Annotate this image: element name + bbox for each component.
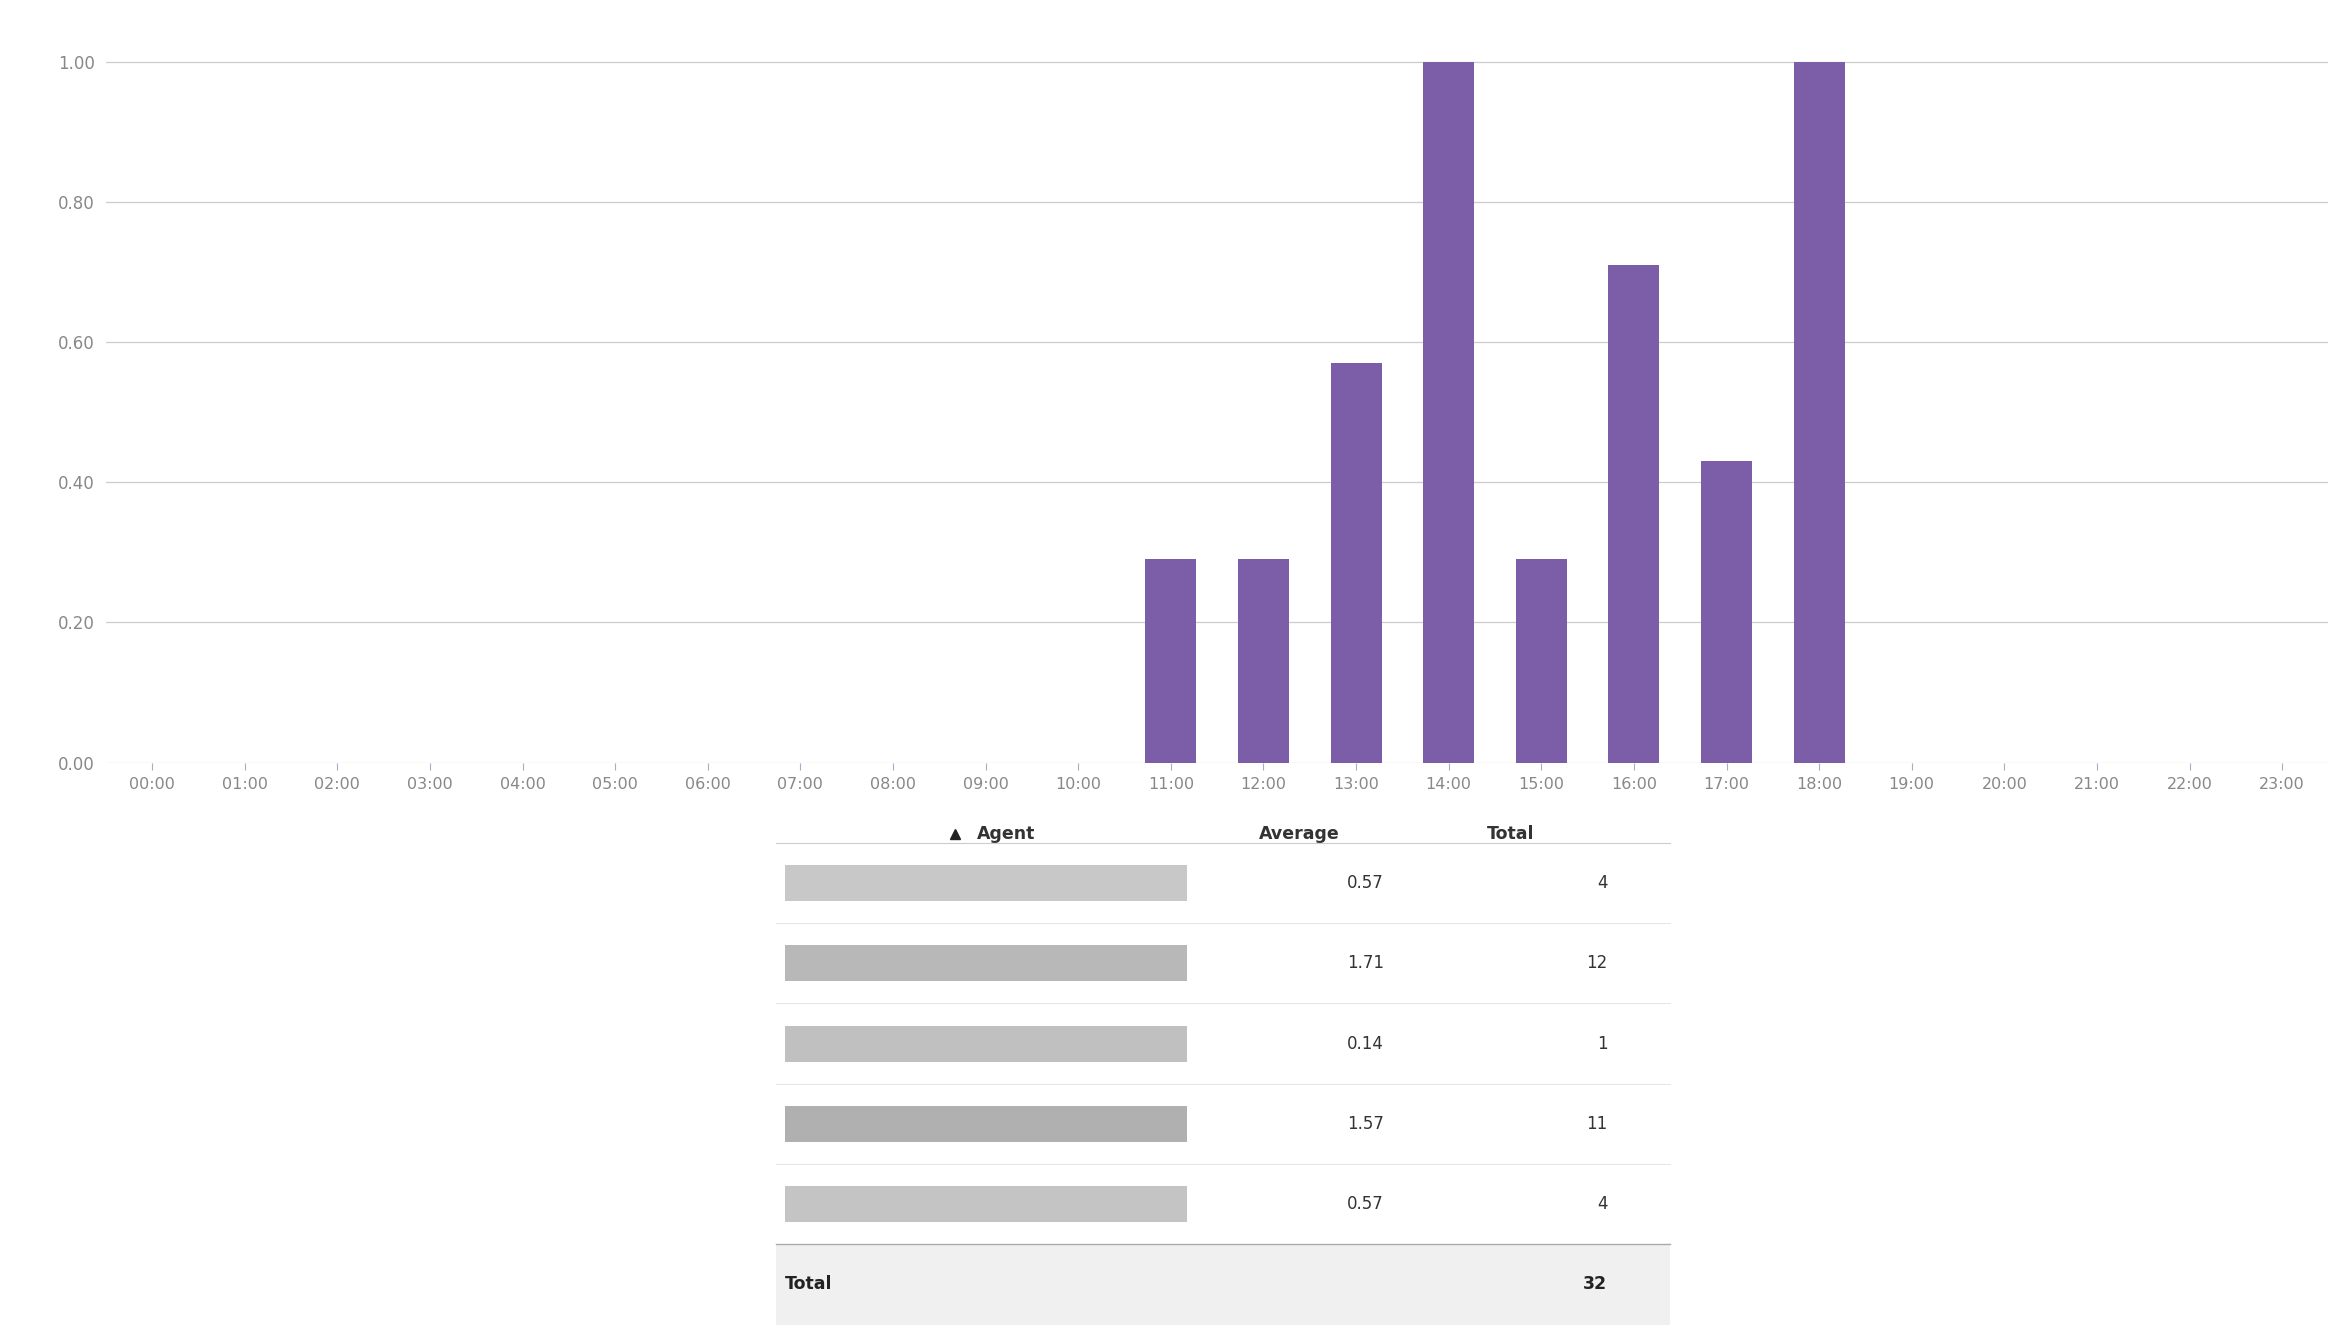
Bar — [776, 1004, 1670, 1084]
Text: 11: 11 — [1585, 1115, 1606, 1133]
Text: 1.71: 1.71 — [1348, 954, 1383, 973]
Text: 32: 32 — [1583, 1275, 1606, 1294]
Bar — [776, 1084, 1670, 1164]
Text: 1.57: 1.57 — [1348, 1115, 1383, 1133]
Bar — [1700, 462, 1752, 763]
Text: Average: Average — [1258, 826, 1341, 843]
Bar — [786, 864, 1188, 902]
Bar — [1609, 265, 1661, 763]
Bar — [776, 843, 1670, 923]
Bar — [1423, 62, 1475, 763]
Text: Total: Total — [786, 1275, 833, 1294]
Bar — [776, 1244, 1670, 1325]
Bar — [1145, 559, 1197, 763]
Text: Total: Total — [1486, 826, 1534, 843]
Text: 0.14: 0.14 — [1348, 1034, 1383, 1053]
Bar — [786, 1105, 1188, 1141]
Bar — [786, 1185, 1188, 1223]
Text: Agent: Agent — [978, 826, 1035, 843]
Bar — [1515, 559, 1566, 763]
Bar — [776, 1164, 1670, 1244]
Text: 4: 4 — [1597, 1195, 1606, 1214]
Text: 4: 4 — [1597, 874, 1606, 892]
Bar — [776, 923, 1670, 1004]
Bar — [786, 945, 1188, 982]
Text: 0.57: 0.57 — [1348, 874, 1383, 892]
Bar — [1795, 62, 1844, 763]
Bar — [786, 1025, 1188, 1061]
Text: 12: 12 — [1585, 954, 1606, 973]
Text: 1: 1 — [1597, 1034, 1606, 1053]
Text: 0.57: 0.57 — [1348, 1195, 1383, 1214]
Bar — [1237, 559, 1289, 763]
Bar — [1331, 363, 1381, 763]
